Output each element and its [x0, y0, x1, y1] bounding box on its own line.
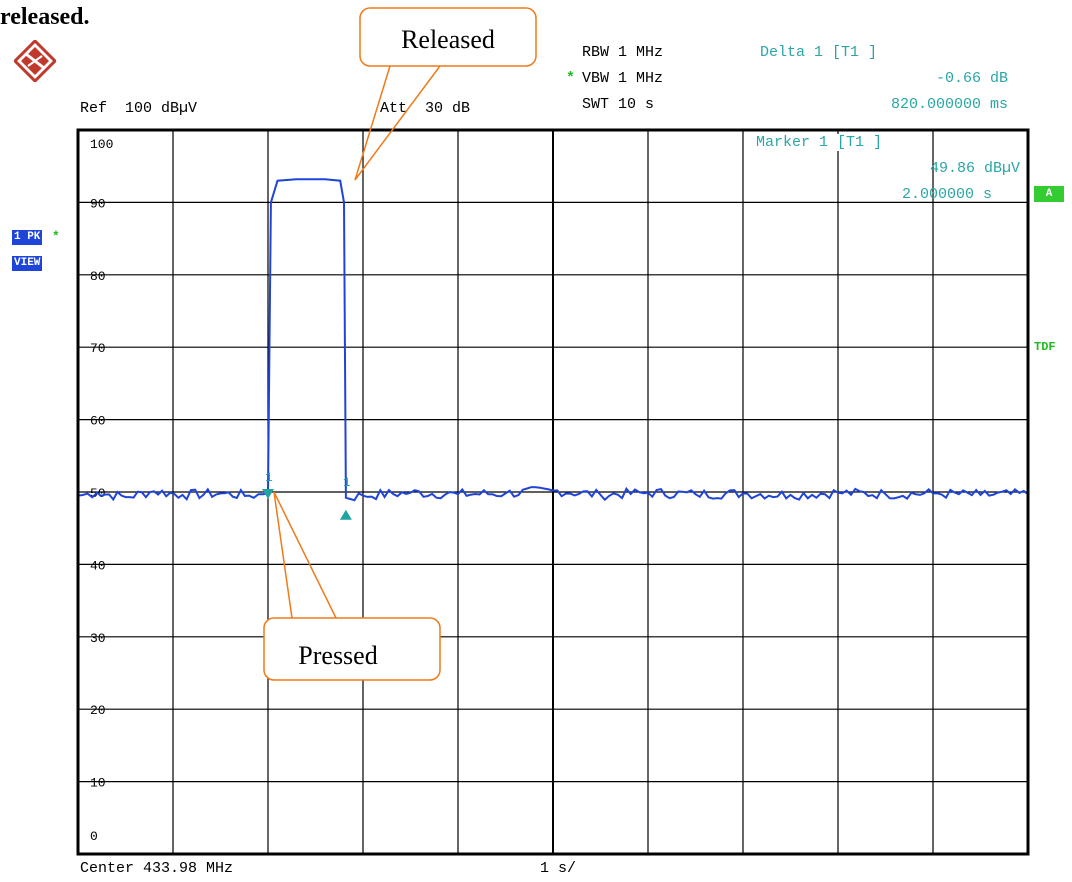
y-tick-label: 30	[90, 631, 106, 646]
released-callout: Released	[354, 7, 537, 181]
marker-value: 49.86 dBµV	[929, 160, 1020, 177]
trace-line	[77, 178, 1029, 502]
time-per-division-readout: 1 s/	[540, 860, 577, 877]
trace-view-badge: VIEW	[12, 256, 43, 271]
plot-frame	[76, 128, 1030, 856]
instrument-logo-icon	[14, 40, 56, 82]
rbw-readout: RBW 1 MHz	[582, 44, 664, 61]
y-tick-label: 60	[90, 414, 106, 429]
y-tick-label: 100	[90, 137, 113, 152]
y-tick-label: 40	[90, 558, 106, 573]
marker-time: 2.000000 s	[901, 186, 992, 203]
delta-marker-time: 820.000000 ms	[890, 96, 1008, 113]
center-frequency-readout: Center 433.98 MHz	[80, 860, 234, 877]
a-badge: A	[1034, 186, 1064, 202]
marker-label: 1	[343, 475, 351, 490]
y-tick-label: 20	[90, 703, 106, 718]
trace-mode-badge: 1 PK	[12, 230, 43, 245]
vbw-star: *	[566, 70, 576, 87]
marker-title: Marker 1 [T1 ]	[756, 134, 883, 151]
y-tick-label: 80	[90, 269, 106, 284]
pressed-label: Pressed	[298, 641, 377, 670]
tdf-label: TDF	[1034, 340, 1056, 354]
grid	[78, 130, 1028, 854]
y-tick-label: 10	[90, 776, 106, 791]
pressed-callout: Pressed	[263, 491, 441, 681]
marker-triangle	[262, 489, 274, 500]
marker-label: 1	[265, 470, 273, 485]
ref-level-readout: Ref 100 dBµV	[80, 100, 198, 117]
marker-triangle	[339, 509, 352, 520]
delta-marker-value: -0.66 dB	[935, 70, 1008, 87]
y-tick-label: 0	[90, 829, 98, 844]
attenuation-readout: Att 30 dB	[380, 100, 471, 117]
released-label: Released	[401, 25, 495, 54]
trace-star: *	[52, 229, 60, 244]
vbw-readout: VBW 1 MHz	[582, 70, 664, 87]
delta-marker-title: Delta 1 [T1 ]	[760, 44, 878, 61]
sweep-time-readout: SWT 10 s	[582, 96, 655, 113]
y-tick-label: 90	[90, 196, 106, 211]
y-tick-label: 70	[90, 341, 106, 356]
page-heading: released.	[0, 4, 90, 30]
